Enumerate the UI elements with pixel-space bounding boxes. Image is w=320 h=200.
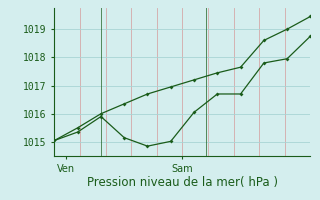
X-axis label: Pression niveau de la mer( hPa ): Pression niveau de la mer( hPa ) [87, 176, 278, 189]
